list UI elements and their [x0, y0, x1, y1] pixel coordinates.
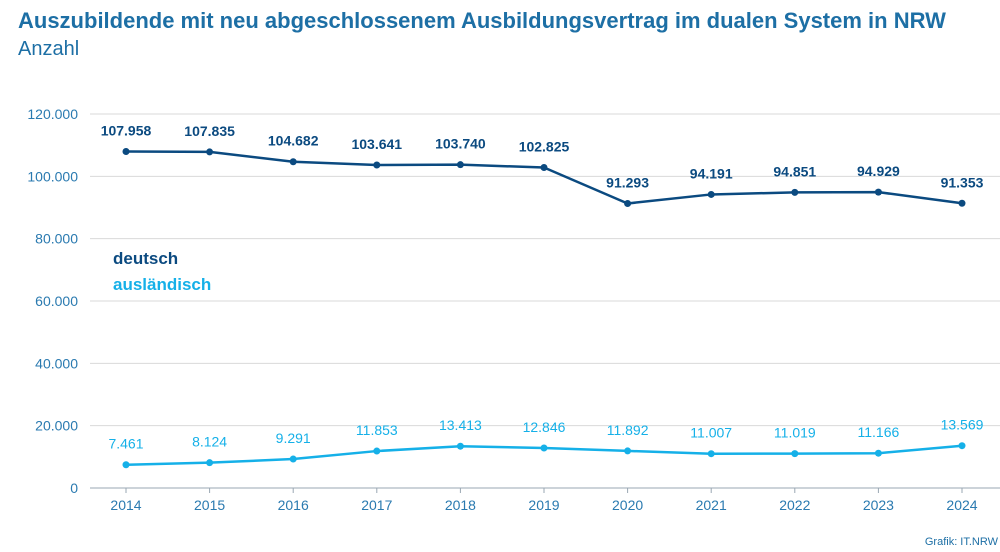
y-tick-label: 100.000	[27, 168, 78, 184]
legend-deutsch: deutsch	[113, 249, 178, 268]
source-credit: Grafik: IT.NRW	[924, 536, 998, 548]
data-label: 11.007	[690, 425, 732, 441]
data-point	[540, 444, 548, 452]
data-point	[373, 447, 381, 455]
x-tick-label: 2024	[946, 497, 977, 513]
data-label: 13.569	[941, 417, 984, 433]
data-label: 103.740	[435, 136, 486, 152]
legend-auslaendisch: ausländisch	[113, 275, 211, 294]
data-point	[456, 442, 464, 450]
data-label: 11.892	[607, 422, 649, 438]
data-point	[707, 450, 715, 458]
x-tick-label: 2017	[361, 497, 392, 513]
data-point	[289, 455, 297, 463]
data-point	[791, 450, 799, 458]
data-label: 94.851	[773, 163, 816, 179]
x-tick-label: 2019	[528, 497, 559, 513]
x-tick-label: 2016	[278, 497, 309, 513]
data-label: 102.825	[519, 139, 570, 155]
data-label: 13.413	[439, 417, 482, 433]
y-tick-label: 60.000	[35, 293, 78, 309]
data-point	[707, 190, 715, 198]
data-label: 11.853	[356, 422, 398, 438]
data-label: 107.835	[184, 123, 235, 139]
data-point	[456, 161, 464, 169]
chart-title: Auszubildende mit neu abgeschlossenem Au…	[18, 8, 946, 33]
x-tick-label: 2015	[194, 497, 225, 513]
data-point	[874, 449, 882, 457]
data-label: 11.166	[858, 424, 900, 440]
data-label: 104.682	[268, 133, 319, 149]
y-tick-label: 80.000	[35, 231, 78, 247]
data-label: 91.353	[941, 174, 984, 190]
data-point	[624, 447, 632, 455]
x-tick-label: 2023	[863, 497, 894, 513]
data-point	[289, 158, 297, 166]
data-label: 11.019	[774, 425, 816, 441]
data-label: 107.958	[101, 123, 152, 139]
data-label: 9.291	[276, 430, 311, 446]
data-point	[958, 199, 966, 207]
data-point	[206, 459, 214, 467]
x-tick-label: 2022	[779, 497, 810, 513]
data-point	[206, 148, 214, 156]
y-tick-label: 40.000	[35, 355, 78, 371]
data-point	[874, 188, 882, 196]
data-label: 7.461	[108, 436, 143, 452]
data-label: 103.641	[351, 136, 402, 152]
data-label: 94.191	[690, 165, 733, 181]
x-tick-label: 2018	[445, 497, 476, 513]
data-label: 8.124	[192, 434, 227, 450]
series-line-deutsch	[125, 150, 963, 205]
data-point	[373, 161, 381, 169]
data-label: 91.293	[606, 174, 649, 190]
data-point	[791, 188, 799, 196]
data-label: 94.929	[857, 163, 900, 179]
data-point	[122, 461, 130, 469]
chart-subtitle: Anzahl	[18, 38, 80, 60]
data-label: 12.846	[523, 419, 566, 435]
x-tick-label: 2020	[612, 497, 643, 513]
y-tick-label: 120.000	[27, 106, 78, 122]
data-point	[958, 442, 966, 450]
data-point	[122, 148, 130, 156]
data-point	[540, 164, 548, 172]
data-point	[624, 199, 632, 207]
x-tick-label: 2021	[696, 497, 727, 513]
x-tick-label: 2014	[110, 497, 141, 513]
y-tick-label: 20.000	[35, 418, 78, 434]
y-tick-label: 0	[70, 480, 78, 496]
